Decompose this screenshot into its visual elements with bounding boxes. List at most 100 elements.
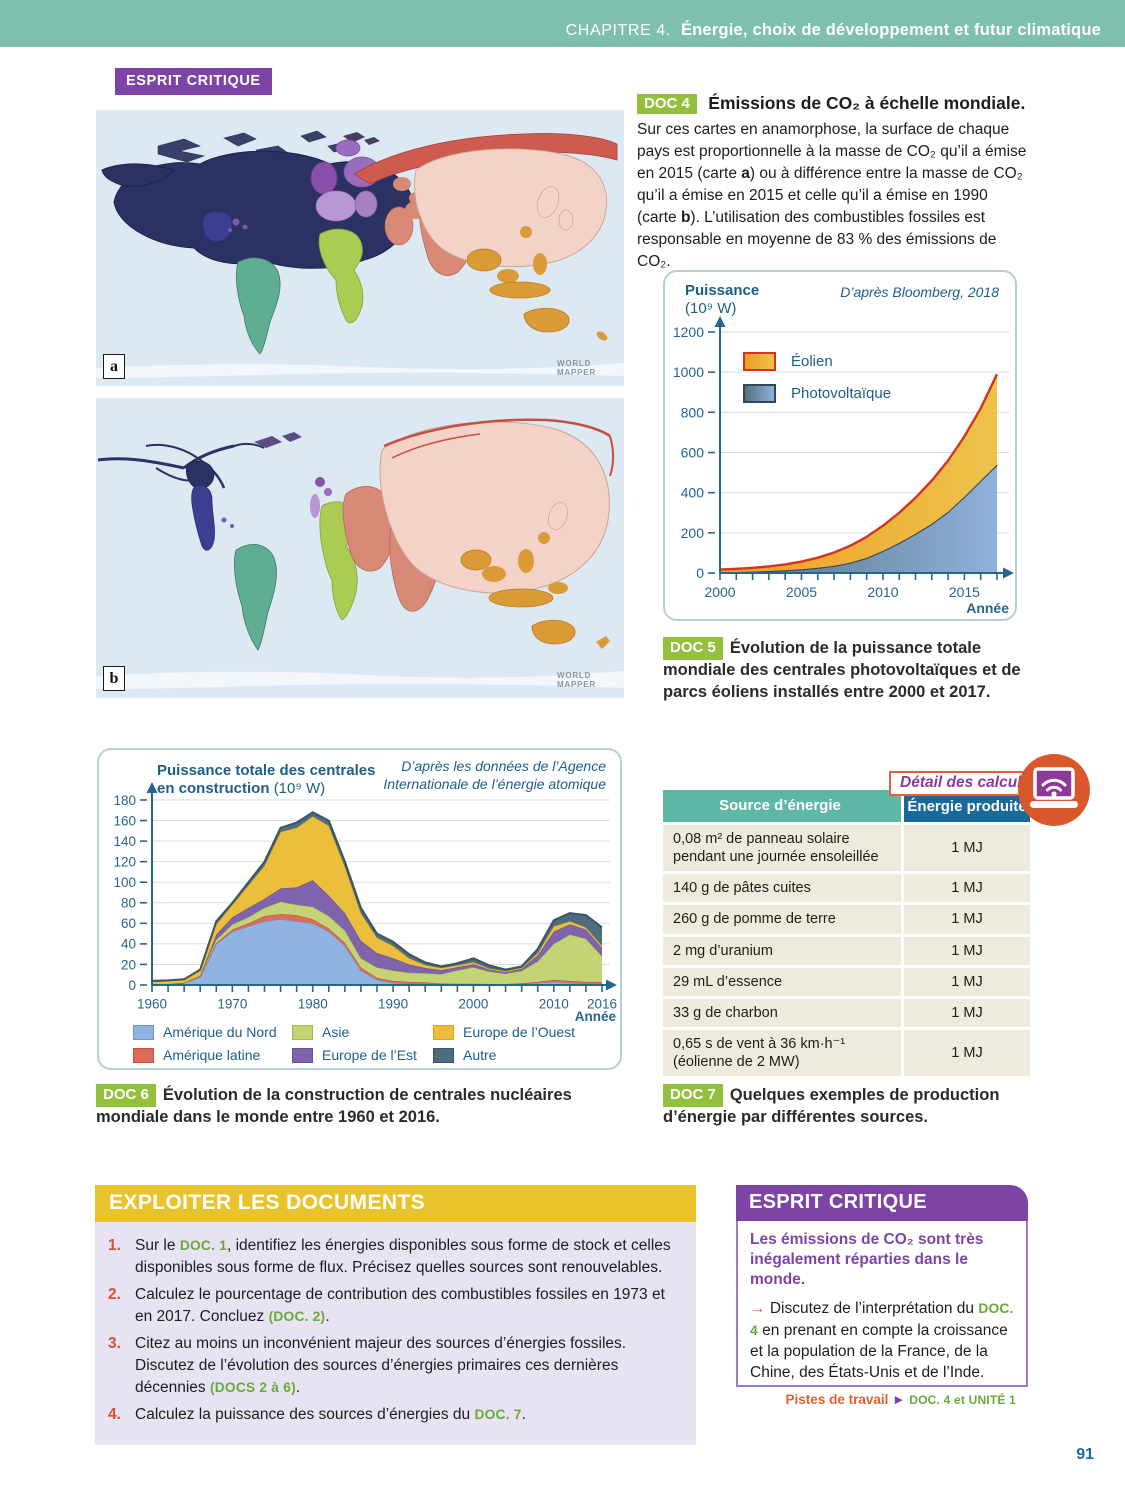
- svg-text:0: 0: [696, 565, 704, 581]
- question-number: 4.: [108, 1406, 121, 1423]
- svg-text:100: 100: [113, 875, 136, 890]
- svg-text:1970: 1970: [217, 997, 247, 1012]
- europe-est-swatch: [292, 1047, 313, 1063]
- doc6-axis-title-unit: (10⁹ W): [273, 780, 326, 797]
- europe-ouest-swatch: [433, 1024, 454, 1040]
- doc6-axis-title-main: Puissance totale des centrales: [157, 762, 376, 779]
- doc7-caption-text: Quelques exemples de production d’énergi…: [663, 1086, 1000, 1126]
- chapter-number: CHAPITRE 4.: [565, 21, 671, 39]
- cartogram-map-a: a WORLD MAPPER: [96, 110, 624, 386]
- table-row: 29 mL d’essence 1 MJ: [663, 967, 1030, 996]
- doc5-legend: Éolien Photovoltaïque: [743, 352, 891, 403]
- cartogram-map-b: b WORLD MAPPER: [96, 398, 624, 698]
- svg-text:2010: 2010: [539, 997, 569, 1012]
- table-cell-energy: 1 MJ: [904, 1029, 1030, 1077]
- table-cell-source: 0,65 s de vent à 36 km·h⁻¹ (éolienne de …: [663, 1029, 901, 1077]
- table-cell-source: 33 g de charbon: [663, 998, 901, 1027]
- table-cell-energy: 1 MJ: [904, 998, 1030, 1027]
- exploiter-body: 1. Sur le DOC. 1, identifiez les énergie…: [95, 1222, 696, 1445]
- doc6-chart-card: 0 20 40 60 80 100 120 140 160 180 1960 1970 1980 1990…: [97, 748, 622, 1070]
- doc5-chart-svg: 0 200 400 600 800 1000 1200 2000 2005 2010 2015Ann…: [673, 316, 1014, 616]
- table-row: 2 mg d’uranium 1 MJ: [663, 936, 1030, 965]
- laptop-wifi-icon-graphic: [1018, 754, 1090, 826]
- doc4-title: Émissions de CO₂ à échelle mondiale.: [708, 93, 1026, 113]
- svg-text:2015: 2015: [949, 584, 980, 600]
- esprit-critique-question: → Discutez de l’interprétation du DOC. 4…: [750, 1300, 1014, 1381]
- asie-swatch: [292, 1024, 313, 1040]
- doc5-caption-text: Évolution de la puissance totale mondial…: [663, 639, 1021, 701]
- chapter-header-band: CHAPITRE 4. Énergie, choix de développem…: [0, 0, 1125, 47]
- svg-text:1000: 1000: [673, 364, 704, 380]
- doc6-source: D’après les données de l’Agence Internat…: [383, 758, 606, 793]
- doc5-badge: DOC 5: [663, 637, 723, 660]
- question-text: Sur le DOC. 1, identifiez les énergies d…: [135, 1237, 671, 1276]
- photovoltaique-swatch: [743, 384, 776, 403]
- doc7-caption: DOC 7 Quelques exemples de production d’é…: [663, 1084, 1035, 1129]
- question-item: 1. Sur le DOC. 1, identifiez les énergie…: [108, 1235, 680, 1279]
- doc6-axis-title-main2: en construction: [157, 780, 270, 797]
- legend-label: Photovoltaïque: [791, 385, 892, 402]
- question-number: 2.: [108, 1286, 121, 1303]
- table-cell-source: 140 g de pâtes cuites: [663, 874, 901, 903]
- map-b-label: b: [103, 666, 125, 691]
- doc6-axis-title: Puissance totale des centrales en constr…: [157, 762, 375, 798]
- doc5-caption: DOC 5 Évolution de la puissance totale mo…: [663, 637, 1031, 703]
- esprit-critique-header: ESPRIT CRITIQUE: [736, 1185, 1028, 1221]
- svg-text:2000: 2000: [704, 584, 735, 600]
- question-item: 4. Calculez la puissance des sources d’é…: [108, 1404, 680, 1426]
- doc5-chart-card: 0 200 400 600 800 1000 1200 2000 2005 2010 2015 Ann…: [663, 270, 1017, 621]
- doc6-caption-text: Évolution de la construction de centrale…: [96, 1086, 572, 1126]
- doc6-caption: DOC 6 Évolution de la construction de cen…: [96, 1084, 624, 1129]
- svg-text:40: 40: [121, 937, 136, 952]
- doc5-source: D’après Bloomberg, 2018: [840, 284, 999, 300]
- legend-label: Europe de l’Est: [322, 1047, 417, 1063]
- pistes-de-travail: Pistes de travail ► DOC. 4 et UNITÉ 1: [785, 1391, 1016, 1407]
- chapter-title: Énergie, choix de développement et futur…: [680, 21, 1101, 39]
- svg-text:600: 600: [681, 445, 705, 461]
- legend-label: Amérique latine: [163, 1047, 261, 1063]
- watermark-line: MAPPER: [556, 680, 596, 690]
- table-cell-energy: 1 MJ: [904, 967, 1030, 996]
- doc5-axis-title-main: Puissance: [685, 282, 760, 299]
- legend-item-amerique-latine: Amérique latine: [133, 1047, 292, 1063]
- watermark-line: WORLD: [556, 359, 592, 369]
- page-number: 91: [1076, 1446, 1094, 1463]
- legend-item-autre: Autre: [433, 1047, 608, 1063]
- svg-text:1990: 1990: [378, 997, 408, 1012]
- esprit-critique-section: ESPRIT CRITIQUE Les émissions de CO₂ son…: [736, 1185, 1028, 1408]
- table-header-source: Source d’énergie: [663, 790, 901, 822]
- legend-item-europe-est: Europe de l’Est: [292, 1047, 433, 1063]
- table-row: 260 g de pomme de terre 1 MJ: [663, 905, 1030, 934]
- svg-text:2016: 2016: [587, 997, 617, 1012]
- svg-text:1960: 1960: [137, 997, 167, 1012]
- svg-text:120: 120: [113, 855, 136, 870]
- doc7-badge: DOC 7: [663, 1084, 723, 1107]
- legend-label: Éolien: [791, 353, 833, 370]
- esprit-critique-body: Les émissions de CO₂ sont très inégaleme…: [736, 1221, 1028, 1407]
- legend-item-europe-ouest: Europe de l’Ouest: [433, 1024, 608, 1040]
- worldmapper-watermark: WORLD MAPPER: [557, 360, 596, 378]
- svg-text:180: 180: [113, 793, 136, 808]
- doc7-energy-table: Source d’énergie Énergie produite 0,08 m…: [663, 790, 1030, 1077]
- doc6-source-line: Internationale de l’énergie atomique: [383, 775, 606, 792]
- svg-text:800: 800: [681, 404, 705, 420]
- autre-swatch: [433, 1047, 454, 1063]
- question-item: 3. Citez au moins un inconvénient majeur…: [108, 1333, 680, 1399]
- svg-text:1980: 1980: [298, 997, 328, 1012]
- svg-text:400: 400: [681, 485, 705, 501]
- table-cell-source: 260 g de pomme de terre: [663, 905, 901, 934]
- svg-text:60: 60: [121, 916, 136, 931]
- table-row: 0,08 m² de panneau solaire pendant une j…: [663, 825, 1030, 872]
- table-row: 140 g de pâtes cuites 1 MJ: [663, 874, 1030, 903]
- doc6-badge: DOC 6: [96, 1084, 156, 1107]
- doc6-source-line: D’après les données de l’Agence: [401, 758, 606, 774]
- amerique-du-nord-swatch: [133, 1024, 154, 1040]
- table-cell-source: 0,08 m² de panneau solaire pendant une j…: [663, 825, 901, 872]
- legend-label: Amérique du Nord: [163, 1024, 277, 1040]
- doc4-body-text: Sur ces cartes en anamorphose, la surfac…: [637, 121, 1027, 270]
- watermark-line: MAPPER: [556, 368, 596, 378]
- laptop-wifi-icon[interactable]: [1018, 754, 1090, 826]
- legend-item-amerique-du-nord: Amérique du Nord: [133, 1024, 292, 1040]
- legend-label: Europe de l’Ouest: [463, 1024, 576, 1040]
